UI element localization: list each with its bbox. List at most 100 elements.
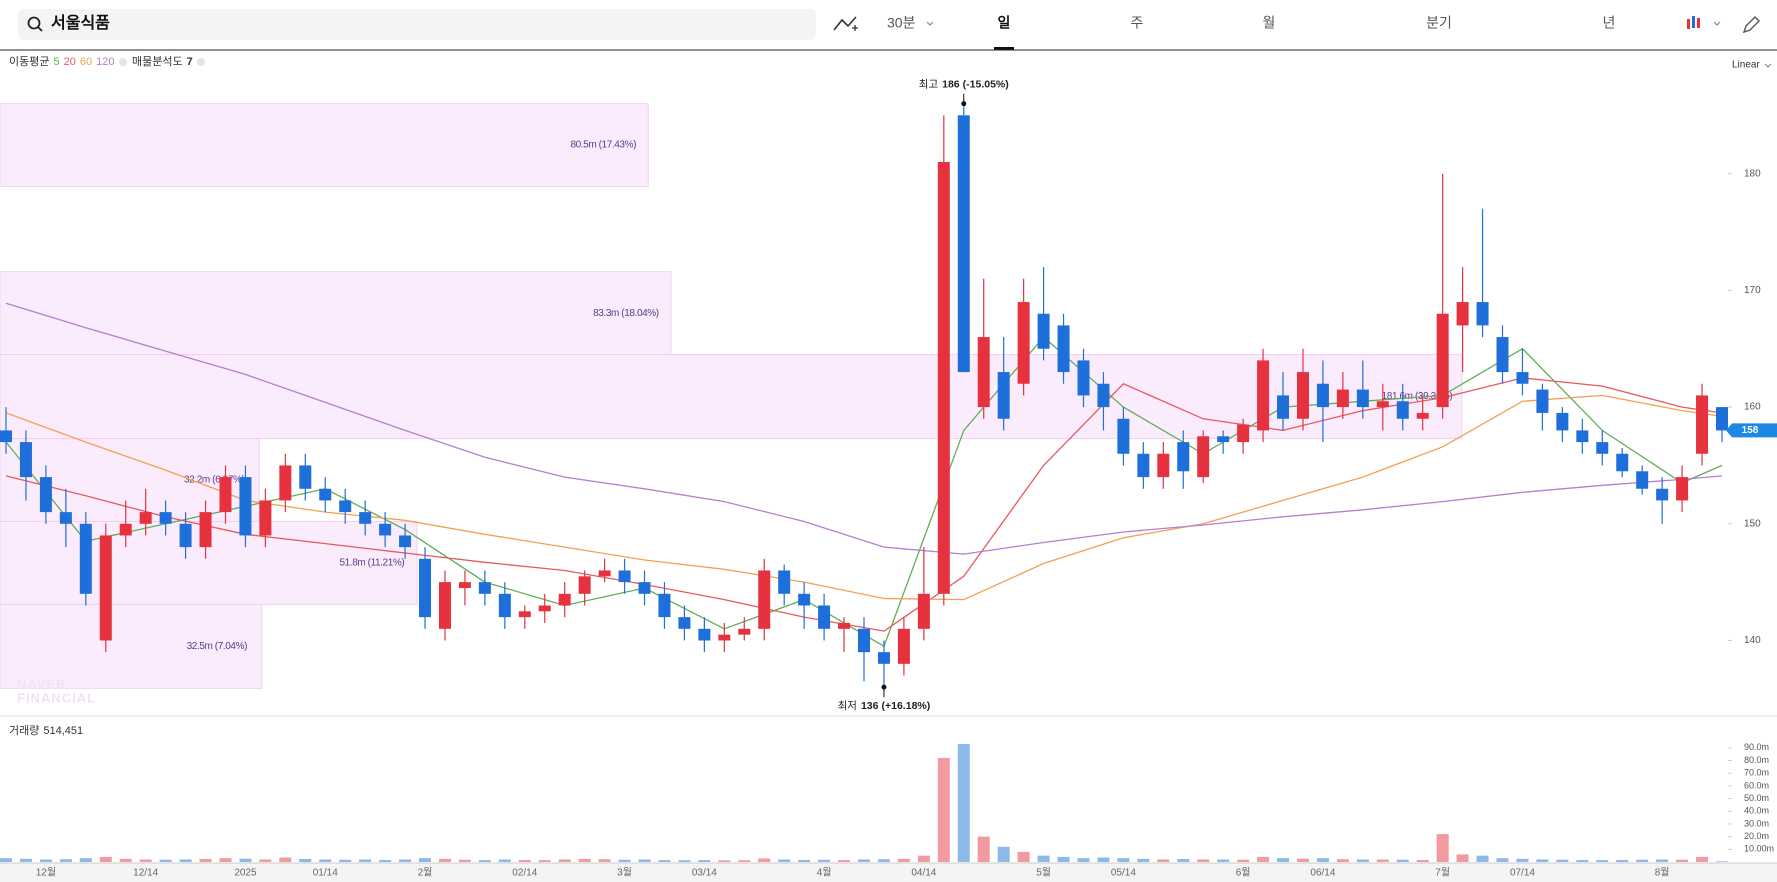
axes: 140 150 160 170 180 10.00m 20.0m 30.0m 40.0m 50.0… [36,168,1774,878]
x-tick-label: 5월 [1036,867,1051,879]
chart-type-icon [1697,18,1700,28]
volume-bar [79,858,92,862]
candle-body [1476,302,1489,326]
period-tab[interactable]: 주 [1131,15,1144,31]
period-tab[interactable]: 일 [998,15,1011,31]
ma-close[interactable] [119,58,127,66]
period-tab[interactable]: 월 [1263,15,1276,31]
volume-legend: 거래량 514,451 [9,724,83,737]
volume-bar [1476,855,1489,862]
profile-close[interactable] [197,58,205,66]
volume-bar [698,860,711,862]
profile-band [0,103,649,188]
candle-body [798,593,811,606]
candle-body [1556,412,1569,431]
volume-bar [1077,858,1090,862]
candle-body [1277,395,1290,419]
x-tick-label: 4월 [817,867,832,879]
candle-body [1257,360,1270,431]
period-tabs: 일 주 월 분기 년 [994,15,1615,50]
volume-profile: 80.5m (17.43%)83.3m (18.04%)181.6m (39.3… [0,103,1463,689]
candle-body [1596,442,1609,454]
volume-bar [1436,834,1449,862]
period-tab[interactable]: 년 [1603,15,1616,31]
volume-bar [718,860,731,862]
profile-legend[interactable]: 매물분석도 7 [132,55,193,68]
profile-band-label: 83.3m (18.04%) [593,308,659,319]
extreme-value: 136 [861,700,879,712]
candle-body [419,558,432,618]
volume-bar [39,859,52,862]
volume-bar [1416,859,1429,862]
candle-body [698,628,711,641]
x-tick-label: 04/14 [911,868,936,879]
x-tick-label: 03/14 [692,868,717,879]
volume-bar [379,859,392,862]
volume-tick-label: 70.0m [1744,768,1769,778]
volume-bar [498,859,511,862]
volume-bar [957,744,970,862]
volume-bar [19,858,32,862]
volume-bar [997,846,1010,862]
profile-band-label: 51.8m (11.21%) [340,558,405,569]
volume-bar [59,859,72,862]
volume-bar [1396,859,1409,862]
chart-type-icon [1692,16,1695,28]
volume-bar [1656,859,1669,862]
volume-tick-label: 80.0m [1744,755,1769,765]
volume-bar [119,858,132,862]
candle-body [1316,383,1329,408]
candle-body [199,512,212,548]
profile-band-label: 32.2m (6.97%) [184,475,244,486]
volume-bar [299,858,312,862]
edit-icon[interactable] [1742,16,1760,34]
candle-body [658,593,671,618]
volume-bar [538,860,551,862]
volume-tick-label: 20.0m [1744,831,1769,841]
ma-title: 이동평균 [9,55,49,68]
candle-body [59,512,72,524]
search-icon-handle [37,26,43,32]
candle-body [718,634,731,641]
candle-body [678,617,691,629]
scale-label[interactable]: Linear [1732,60,1760,71]
candle-body [219,477,232,513]
volume-current: 514,451 [43,725,83,737]
x-tick-label: 2025 [234,868,257,879]
chart-type-icon[interactable] [1687,19,1690,29]
volume-bar [1676,859,1689,862]
draw-tool-icon[interactable] [833,16,857,31]
candle-body [259,500,272,536]
chart-type-chevron [1713,21,1721,26]
interval-select[interactable]: 30분 [887,15,916,31]
volume-bar [1496,858,1509,862]
candle-body [1716,407,1728,431]
volume-bar [1137,858,1150,862]
volume-bar [798,859,811,862]
candle-body [917,593,930,629]
volume-bar [638,859,651,862]
volume-bar [1257,856,1270,862]
search-box[interactable] [18,9,816,40]
volume-bar [858,859,870,862]
volume-bar [1536,859,1549,862]
watermark: FINANCIAL [17,690,96,705]
candle-body [1636,471,1649,489]
ma-legend[interactable]: 이동평균 5 20 60 120 [9,55,114,68]
period-tab[interactable]: 분기 [1426,15,1452,31]
candle-body [1376,401,1389,408]
volume-bar [1716,861,1728,862]
price-tag [1726,423,1777,438]
scale-chevron [1764,63,1772,68]
candle-body [738,628,751,635]
extreme-value: 186 [942,78,960,90]
price-tag-label: 158 [1742,425,1759,436]
volume-bar [1516,858,1529,862]
candle-body [339,500,352,513]
search-text[interactable]: 서울식품 [51,14,110,32]
candle-body [458,582,471,588]
volume-bar [1456,854,1469,862]
candle-body [279,465,292,501]
profile-band [0,354,1463,440]
volume-bar [937,757,950,862]
